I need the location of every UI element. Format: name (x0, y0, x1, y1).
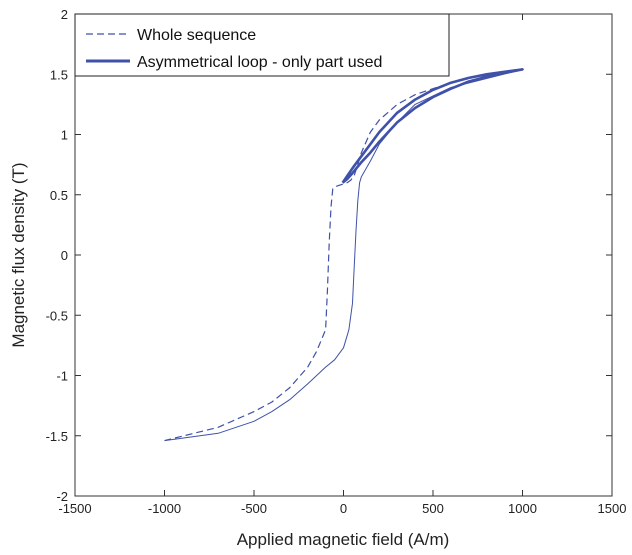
legend-box (74, 13, 450, 77)
x-axis-label: Applied magnetic field (A/m) (237, 530, 450, 549)
y-tick-label: 1.5 (50, 67, 68, 82)
axis-ticks: -1500 -1000 -500 0 500 1000 1500 -2 -1.5 -1 -0.5 0 0… (46, 7, 627, 516)
x-tick-label: 500 (422, 501, 444, 516)
series-line-0 (164, 68, 523, 442)
x-tick-label: 0 (340, 501, 347, 516)
y-tick-label: -2 (56, 489, 68, 504)
y-tick-label: 2 (61, 7, 68, 22)
x-tick-label: 1500 (598, 501, 627, 516)
y-tick-label: 1 (61, 128, 68, 143)
series-line-2 (341, 68, 524, 184)
x-tick-label: -1000 (148, 501, 181, 516)
series-layer (164, 68, 524, 442)
y-axis-label: Magnetic flux density (T) (9, 162, 28, 347)
legend-label-asymmetrical-loop: Asymmetrical loop - only part used (137, 54, 382, 71)
x-tick-label: 1000 (508, 501, 537, 516)
legend-label-whole-sequence: Whole sequence (137, 27, 256, 44)
x-tick-label: -1500 (58, 501, 91, 516)
y-tick-label: 0 (61, 248, 68, 263)
legend: Whole sequence Asymmetrical loop - only … (74, 13, 450, 77)
y-tick-label: -1 (56, 369, 68, 384)
x-tick-label: -500 (241, 501, 267, 516)
y-tick-label: 0.5 (50, 188, 68, 203)
y-tick-label: -1.5 (46, 429, 68, 444)
y-tick-label: -0.5 (46, 308, 68, 323)
plot-area (74, 13, 613, 497)
